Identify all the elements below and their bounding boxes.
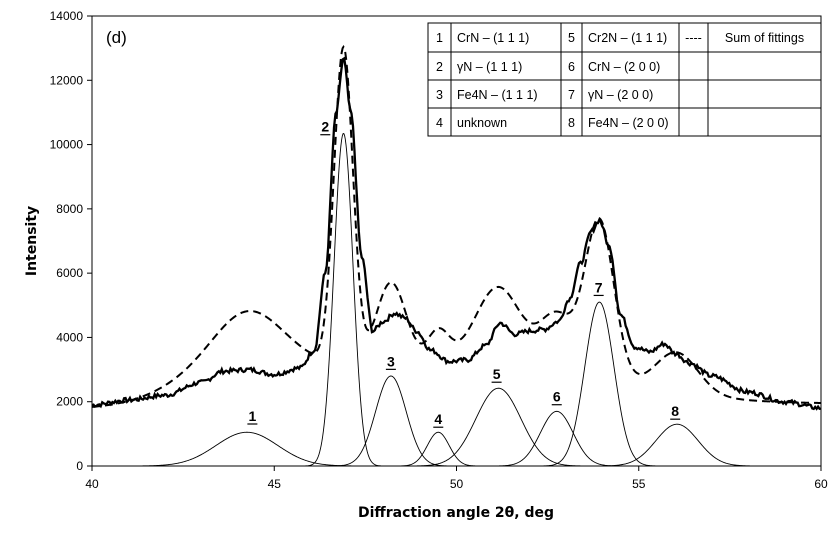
legend-number: 1: [436, 31, 443, 45]
x-tick-label: 55: [632, 477, 646, 491]
peak-label-7: 7: [595, 279, 603, 295]
peak-label-1: 1: [248, 408, 256, 424]
y-tick-label: 2000: [56, 395, 83, 409]
x-axis-title: Diffraction angle 2θ, deg: [358, 505, 554, 521]
legend-number: ----: [685, 31, 702, 45]
peak-label-6: 6: [553, 389, 561, 405]
legend-label: CrN – (1 1 1): [457, 31, 529, 45]
y-axis-title: Intensity: [24, 206, 40, 276]
legend-table: 1 CrN – (1 1 1) 2 γN – (1 1 1) 3 Fe4N – (1 1 …: [427, 22, 822, 137]
x-tick-label: 40: [85, 477, 99, 491]
peak-component-7: [538, 301, 661, 467]
panel-label: (d): [106, 28, 127, 47]
legend-label: unknown: [457, 116, 507, 130]
x-tick-label: 50: [450, 477, 464, 491]
peak-label-3: 3: [387, 353, 395, 369]
peak-component-3: [326, 375, 455, 467]
peak-label-4: 4: [434, 411, 442, 427]
peak-component-5: [403, 387, 594, 467]
y-tick-label: 12000: [50, 73, 84, 87]
x-tick-label: 60: [814, 477, 828, 491]
legend-label: Fe4N – (2 0 0): [588, 116, 669, 130]
legend-number: 4: [436, 116, 443, 130]
y-tick-label: 10000: [50, 138, 84, 152]
y-tick-label: 4000: [56, 330, 83, 344]
x-axis: 40 45 50 55 60: [85, 466, 828, 491]
peak-labels: 1 2 3 4 5 6 7 8: [247, 119, 681, 428]
peak-component-6: [487, 410, 626, 467]
legend-number: 8: [568, 116, 575, 130]
y-tick-label: 8000: [56, 202, 83, 216]
legend-label: γN – (1 1 1): [457, 60, 522, 74]
legend-label: CrN – (2 0 0): [588, 60, 660, 74]
legend-number: 2: [436, 60, 443, 74]
peak-label-8: 8: [671, 403, 679, 419]
legend-number: 5: [568, 31, 575, 45]
y-tick-label: 0: [76, 459, 83, 473]
peak-component-1: [116, 431, 378, 467]
legend-label: Cr2N – (1 1 1): [588, 31, 667, 45]
x-tick-label: 45: [268, 477, 282, 491]
y-axis: 0 2000 4000 6000 8000 10000 12000 14000: [50, 9, 92, 473]
legend-number: 6: [568, 60, 575, 74]
peak-component-2: [303, 132, 384, 467]
legend-label: γN – (2 0 0): [588, 88, 653, 102]
fitted-peak-components: [116, 132, 766, 467]
y-tick-label: 14000: [50, 9, 84, 23]
peak-label-5: 5: [493, 366, 501, 382]
measured-pattern-line: [91, 56, 822, 411]
sum-of-fittings-line: [91, 44, 822, 408]
peak-component-8: [588, 423, 766, 467]
legend-number: 3: [436, 88, 443, 102]
peak-component-4: [392, 431, 485, 467]
legend-label: Sum of fittings: [725, 31, 804, 45]
peak-label-2: 2: [321, 119, 329, 135]
legend-number: 7: [568, 88, 575, 102]
y-tick-label: 6000: [56, 266, 83, 280]
legend-label: Fe4N – (1 1 1): [457, 88, 538, 102]
